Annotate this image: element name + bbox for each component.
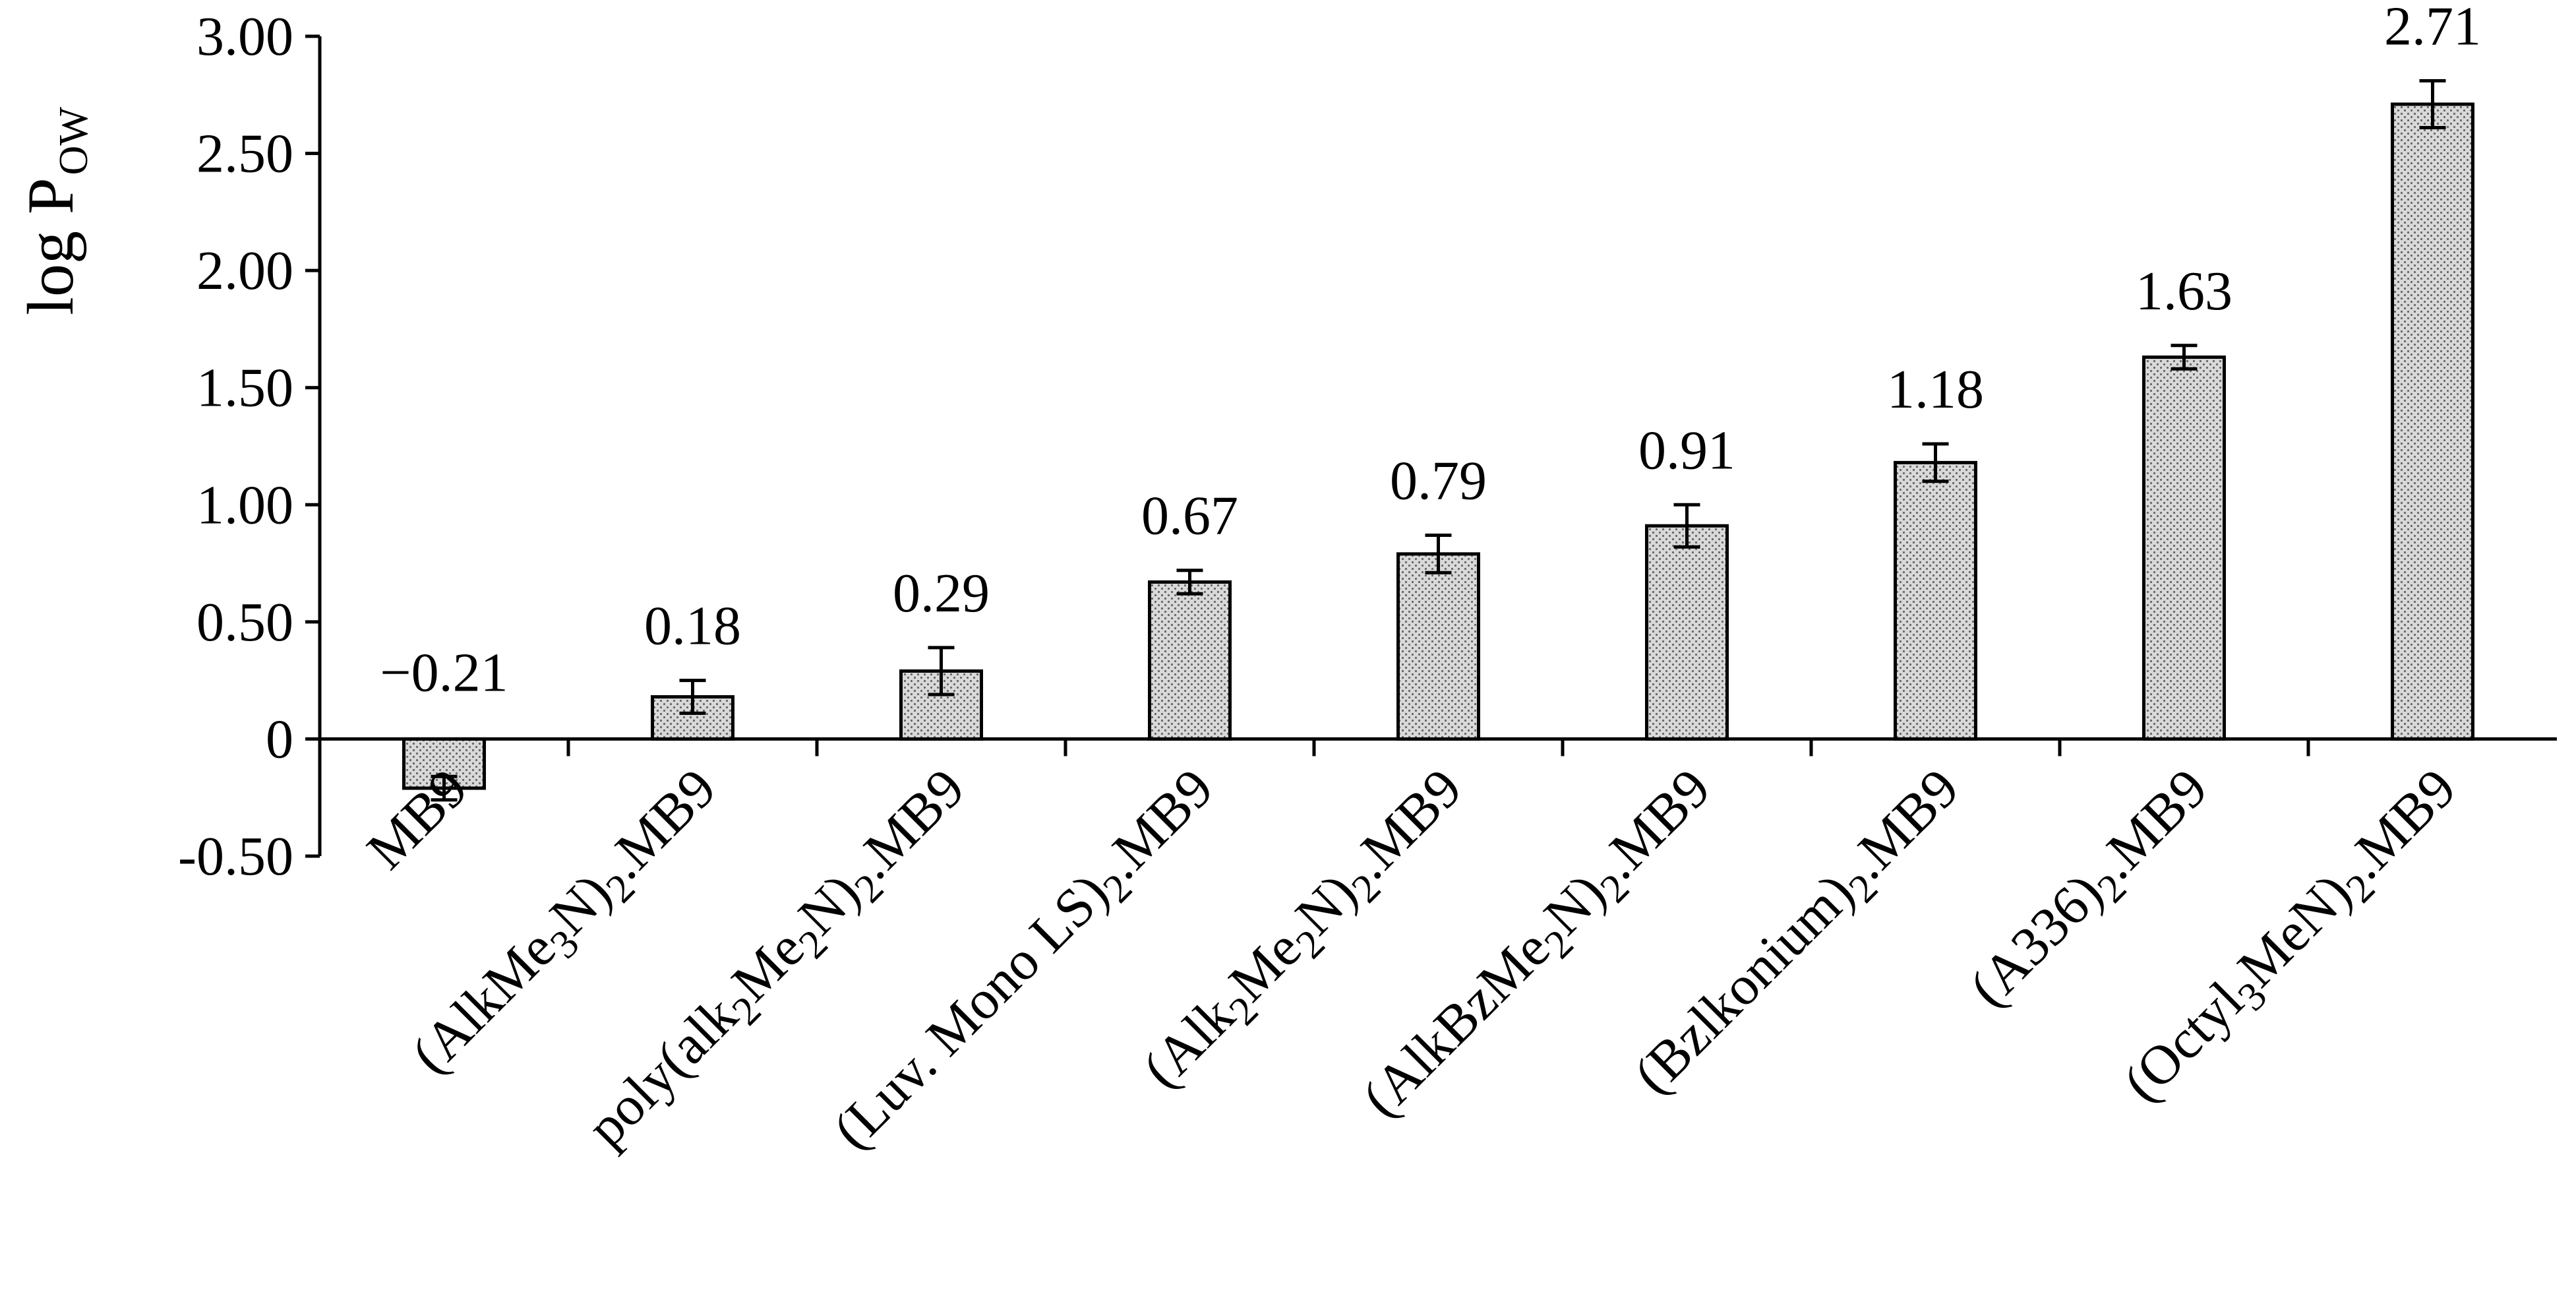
bar <box>1645 524 1729 741</box>
y-axis-label-group: log POW <box>14 107 96 315</box>
data-label: 2.71 <box>2384 0 2481 57</box>
data-label: 0.18 <box>644 596 741 657</box>
data-label: −0.21 <box>380 642 508 704</box>
y-tick-label: 0 <box>266 708 293 770</box>
bar <box>2142 356 2226 741</box>
data-label: 0.79 <box>1390 450 1487 511</box>
data-label: 1.63 <box>2136 261 2232 322</box>
data-label: 1.18 <box>1887 359 1984 420</box>
category-labels: MB9(AlkMe3N)2.MB9poly(alk2Me2N)2.MB9(Luv… <box>355 757 2468 1161</box>
bars <box>402 102 2474 790</box>
x-tick-label: (A336)2.MB9 <box>1958 757 2225 1024</box>
y-tick-label: 1.00 <box>196 474 293 536</box>
bar <box>2391 102 2474 741</box>
y-axis-label: log POW <box>14 107 96 315</box>
y-ticks: 3.00 2.50 2.00 1.50 1.00 0.50 0 -0.50 <box>178 6 320 887</box>
bar <box>1894 460 1977 741</box>
bar <box>1148 580 1232 741</box>
y-tick-label: -0.50 <box>178 826 293 887</box>
bar <box>402 737 486 790</box>
data-label: 0.29 <box>893 563 990 624</box>
y-tick-label: 2.00 <box>196 240 293 301</box>
data-label: 0.67 <box>1141 485 1238 547</box>
y-tick-label: 0.50 <box>196 592 293 653</box>
error-bars <box>431 78 2446 802</box>
y-tick-label: 2.50 <box>196 123 293 185</box>
y-tick-label: 1.50 <box>196 357 293 419</box>
data-label: 0.91 <box>1638 419 1735 481</box>
value-labels: −0.21 0.18 0.29 0.67 0.79 0.91 1.18 1.63 2.71 <box>380 0 2481 704</box>
y-tick-label: 3.00 <box>196 6 293 67</box>
bar <box>1396 552 1480 741</box>
